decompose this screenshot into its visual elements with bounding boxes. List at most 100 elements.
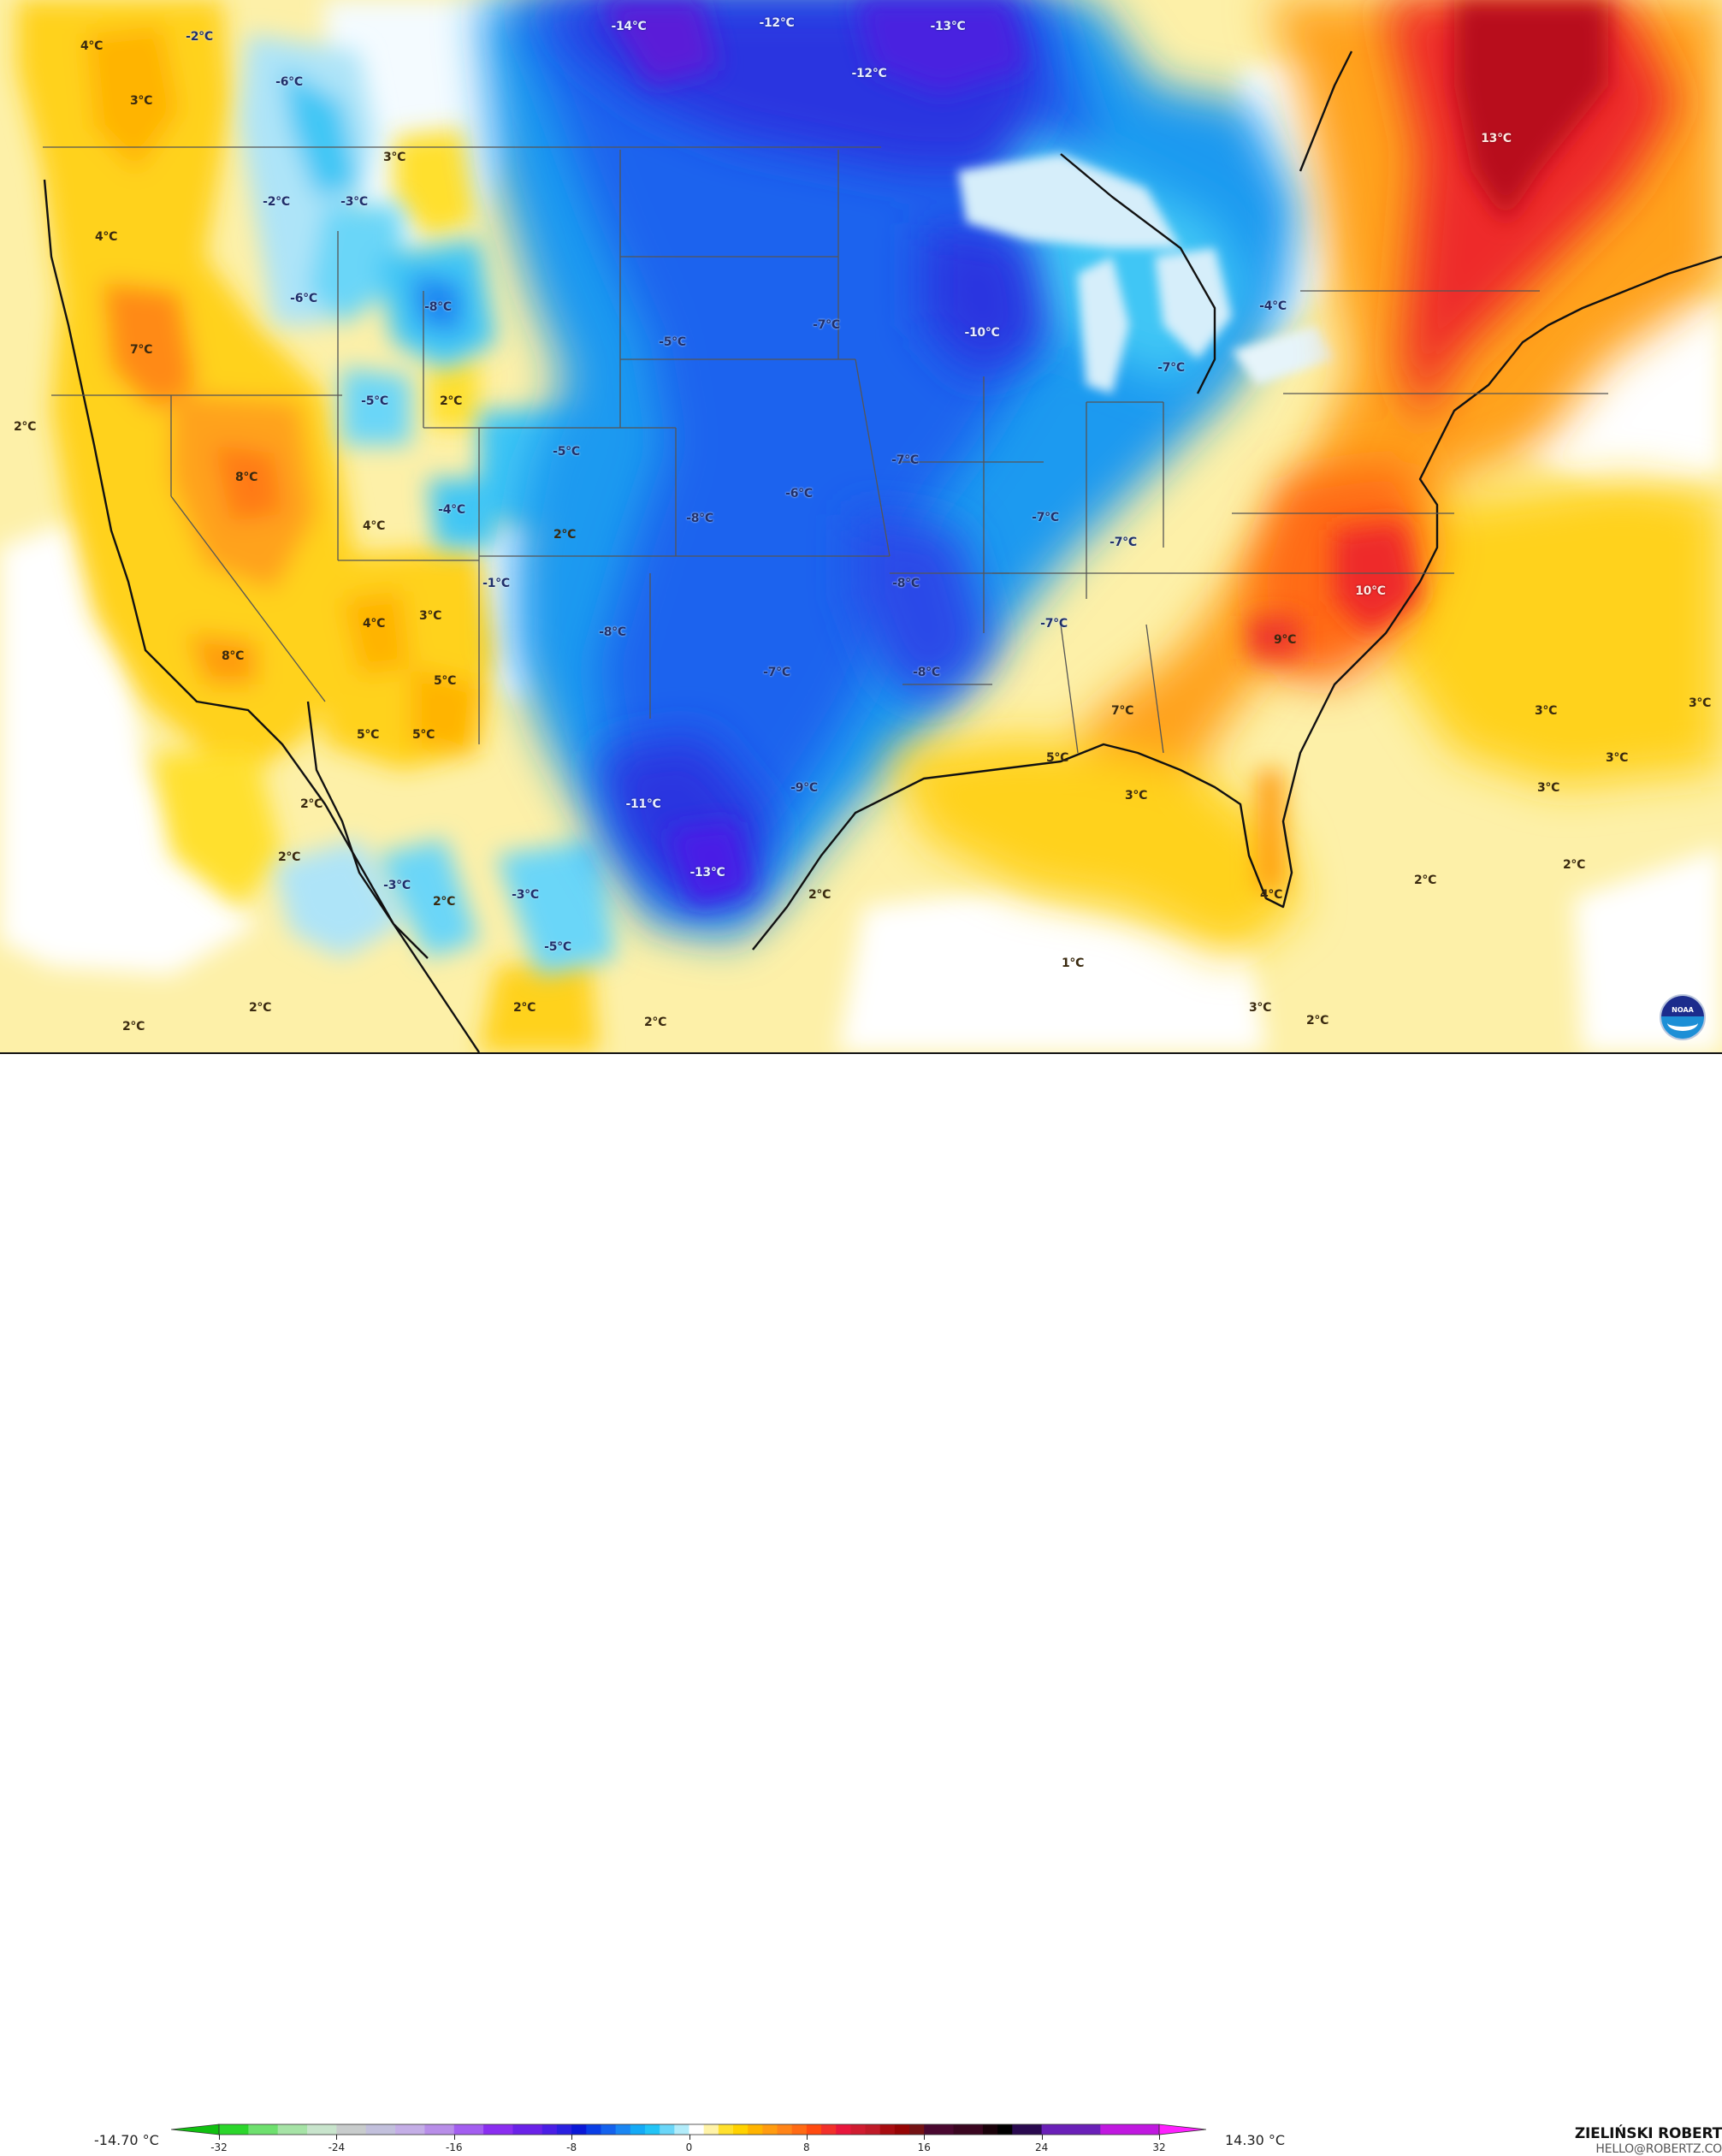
scale-tick-label: 32 bbox=[1152, 2141, 1166, 2153]
temperature-label: 10°C bbox=[1355, 584, 1386, 598]
temperature-label: 8°C bbox=[221, 649, 245, 663]
temperature-label: 2°C bbox=[643, 1016, 667, 1029]
temperature-label: 2°C bbox=[277, 850, 301, 864]
noaa-logo-icon: NOAA bbox=[1660, 994, 1706, 1040]
temperature-label: 3°C bbox=[382, 151, 406, 164]
temperature-label: -3°C bbox=[340, 195, 368, 209]
temperature-label: 5°C bbox=[356, 728, 380, 742]
temperature-label: 5°C bbox=[411, 728, 435, 742]
temperature-label: 3°C bbox=[129, 94, 153, 108]
scale-tick bbox=[571, 2135, 573, 2140]
temperature-label: -7°C bbox=[813, 318, 840, 332]
temperature-label: 2°C bbox=[13, 420, 37, 434]
temperature-label: -10°C bbox=[964, 326, 1000, 340]
temperature-label: 2°C bbox=[553, 528, 577, 542]
temperature-label: -6°C bbox=[290, 292, 317, 305]
temperature-label: 3°C bbox=[418, 609, 442, 623]
temperature-label: -7°C bbox=[1032, 511, 1059, 524]
scale-tick bbox=[1159, 2135, 1160, 2140]
scale-tick bbox=[219, 2135, 220, 2140]
temperature-label: 1°C bbox=[1061, 957, 1085, 970]
temperature-label: -12°C bbox=[851, 67, 887, 80]
temperature-label: -14°C bbox=[611, 20, 647, 33]
temperature-label: -13°C bbox=[930, 20, 966, 33]
temperature-label: -2°C bbox=[263, 195, 290, 209]
author-email: HELLO@ROBERTZ.CO bbox=[1595, 2142, 1722, 2156]
temperature-label: 7°C bbox=[129, 343, 153, 357]
temperature-label: -7°C bbox=[1110, 536, 1137, 549]
scale-tick bbox=[1041, 2135, 1043, 2140]
temperature-label: 8°C bbox=[234, 471, 258, 484]
temperature-label: -4°C bbox=[438, 503, 465, 517]
temperature-label: 3°C bbox=[1605, 751, 1629, 765]
temperature-label: 2°C bbox=[432, 895, 456, 909]
temperature-label: 2°C bbox=[808, 888, 831, 902]
temperature-label: -13°C bbox=[689, 866, 725, 880]
noaa-logo-text: NOAA bbox=[1672, 1006, 1694, 1014]
temperature-label: -5°C bbox=[361, 394, 388, 408]
temperature-label: -11°C bbox=[625, 797, 661, 811]
temperature-label: 4°C bbox=[362, 519, 386, 533]
legend-min-value: -14.70 °C bbox=[94, 2132, 159, 2148]
temperature-label: -7°C bbox=[891, 453, 919, 467]
temperature-label: 2°C bbox=[439, 394, 463, 408]
temperature-label: -8°C bbox=[599, 625, 626, 639]
temperature-label: 2°C bbox=[1305, 1014, 1329, 1028]
scale-tick bbox=[453, 2135, 455, 2140]
temperature-label: 2°C bbox=[1562, 858, 1586, 872]
color-scale-bar bbox=[171, 2123, 1206, 2135]
temperature-label: -3°C bbox=[383, 879, 411, 892]
scale-tick bbox=[924, 2135, 926, 2140]
temperature-label: -2°C bbox=[186, 30, 213, 44]
scale-tick bbox=[689, 2135, 690, 2140]
scale-tick bbox=[336, 2135, 338, 2140]
temperature-label: 2°C bbox=[121, 1020, 145, 1034]
temperature-label: -5°C bbox=[553, 445, 580, 459]
scale-tick-label: 24 bbox=[1034, 2141, 1049, 2153]
temperature-label: -1°C bbox=[482, 577, 510, 590]
temperature-label: -4°C bbox=[1259, 299, 1287, 313]
scale-tick-label: -8 bbox=[566, 2141, 577, 2153]
temperature-label: 4°C bbox=[1259, 888, 1283, 902]
temperature-label: 5°C bbox=[433, 674, 457, 688]
scale-tick-label: 8 bbox=[803, 2141, 810, 2153]
temperature-label: -6°C bbox=[785, 487, 813, 500]
temperature-label: 13°C bbox=[1481, 132, 1512, 145]
scale-tick-label: -16 bbox=[445, 2141, 463, 2153]
temperature-label: 5°C bbox=[1045, 751, 1069, 765]
temperature-label: 9°C bbox=[1273, 633, 1297, 647]
temperature-anomaly-map: -14°C -12°C -13°C -12°C -2°C 4°C -6°C 3°C 13°C 3°… bbox=[0, 0, 1722, 1054]
temperature-label: 3°C bbox=[1688, 696, 1712, 710]
temperature-label: 3°C bbox=[1124, 789, 1148, 803]
temperature-label: 3°C bbox=[1248, 1001, 1272, 1015]
temperature-label: -7°C bbox=[1040, 617, 1068, 631]
temperature-field bbox=[0, 0, 1722, 1052]
legend-max-value: 14.30 °C bbox=[1225, 2132, 1286, 2148]
scale-tick-label: 0 bbox=[685, 2141, 693, 2153]
temperature-label: -9°C bbox=[790, 781, 818, 795]
temperature-label: -7°C bbox=[1157, 361, 1185, 375]
temperature-label: -3°C bbox=[512, 888, 539, 902]
temperature-label: -8°C bbox=[424, 300, 452, 314]
temperature-label: 3°C bbox=[1536, 781, 1560, 795]
temperature-label: 7°C bbox=[1110, 704, 1134, 718]
temperature-label: 3°C bbox=[1534, 704, 1558, 718]
temperature-label: -8°C bbox=[892, 577, 920, 590]
temperature-label: 4°C bbox=[362, 617, 386, 631]
temperature-label: 2°C bbox=[248, 1001, 272, 1015]
scale-tick bbox=[806, 2135, 808, 2140]
temperature-label: -8°C bbox=[686, 512, 713, 525]
temperature-label: 4°C bbox=[94, 230, 118, 244]
scale-tick-label: -32 bbox=[210, 2141, 228, 2153]
temperature-label: -8°C bbox=[913, 666, 940, 679]
scale-tick-label: 16 bbox=[917, 2141, 931, 2153]
temperature-label: 2°C bbox=[512, 1001, 536, 1015]
temperature-label: -5°C bbox=[544, 940, 571, 954]
scale-tick-label: -24 bbox=[328, 2141, 346, 2153]
temperature-label: 2°C bbox=[299, 797, 323, 811]
author-credit: ZIELIŃSKI ROBERT bbox=[1574, 2125, 1722, 2142]
temperature-labels: -14°C -12°C -13°C -12°C -2°C 4°C -6°C 3°C 13°C 3°… bbox=[0, 0, 1722, 1052]
temperature-label: -7°C bbox=[763, 666, 790, 679]
temperature-label: -12°C bbox=[759, 16, 795, 30]
temperature-label: -5°C bbox=[659, 335, 686, 349]
